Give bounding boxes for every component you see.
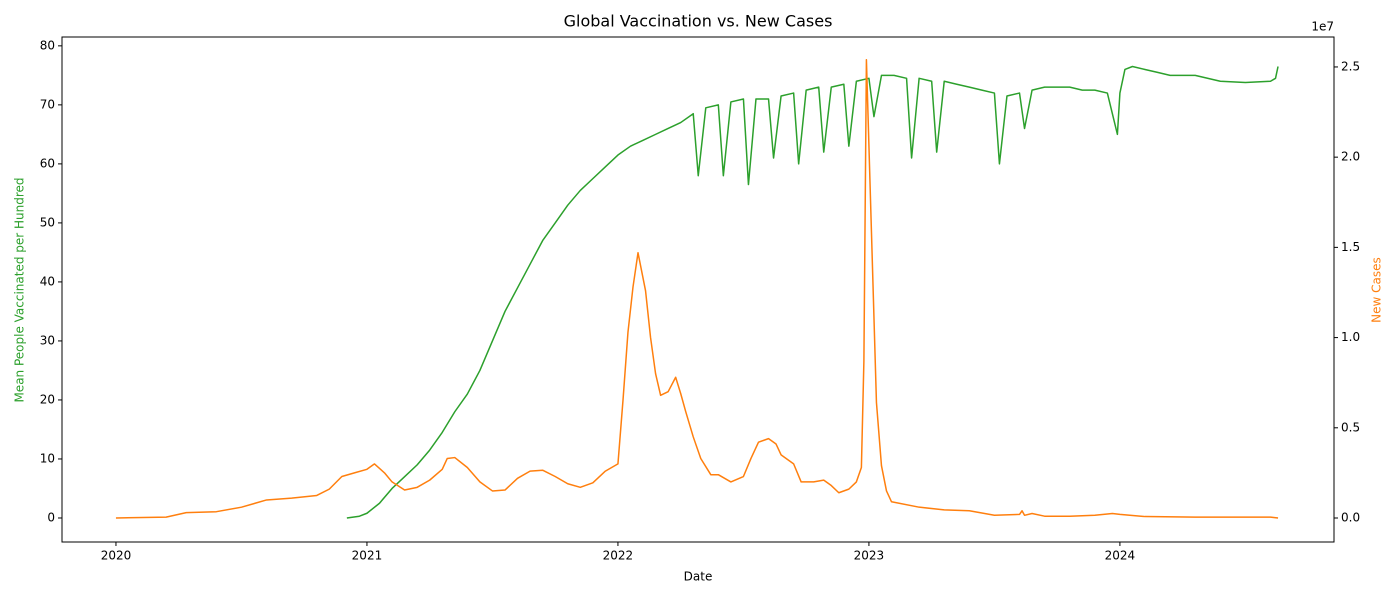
y-tick-label: 80: [40, 38, 55, 52]
x-tick-label: 2023: [854, 549, 885, 563]
y-tick-label: 70: [40, 97, 55, 111]
y-tick-label: 20: [40, 392, 55, 406]
chart-title: Global Vaccination vs. New Cases: [564, 12, 833, 31]
x-tick-label: 2024: [1105, 549, 1136, 563]
y2-offset-label: 1e7: [1311, 20, 1334, 34]
x-tick-label: 2022: [603, 549, 634, 563]
data-line: [346, 65, 1279, 519]
y-tick-label: 10: [40, 451, 55, 465]
plot-frame: [61, 36, 1335, 543]
y2-tick-label: 2.5: [1341, 59, 1360, 73]
y2-tick-label: 0.5: [1341, 420, 1360, 434]
y2-tick-label: 1.5: [1341, 240, 1360, 254]
y2-axis-label: New Cases: [1370, 257, 1384, 323]
y2-tick-label: 0.0: [1341, 511, 1360, 525]
y2-tick-label: 1.0: [1341, 330, 1360, 344]
x-axis-label: Date: [684, 570, 713, 584]
y2-tick-label: 2.0: [1341, 150, 1360, 164]
y-tick-label: 30: [40, 333, 55, 347]
y-tick-label: 0: [47, 510, 55, 524]
y-axis-label: Mean People Vaccinated per Hundred: [13, 177, 27, 402]
data-line: [115, 58, 1279, 519]
x-tick-label: 2021: [352, 549, 383, 563]
y-tick-label: 50: [40, 215, 55, 229]
y-tick-label: 40: [40, 274, 55, 288]
x-tick-label: 2020: [101, 549, 132, 563]
y-tick-label: 60: [40, 156, 55, 170]
